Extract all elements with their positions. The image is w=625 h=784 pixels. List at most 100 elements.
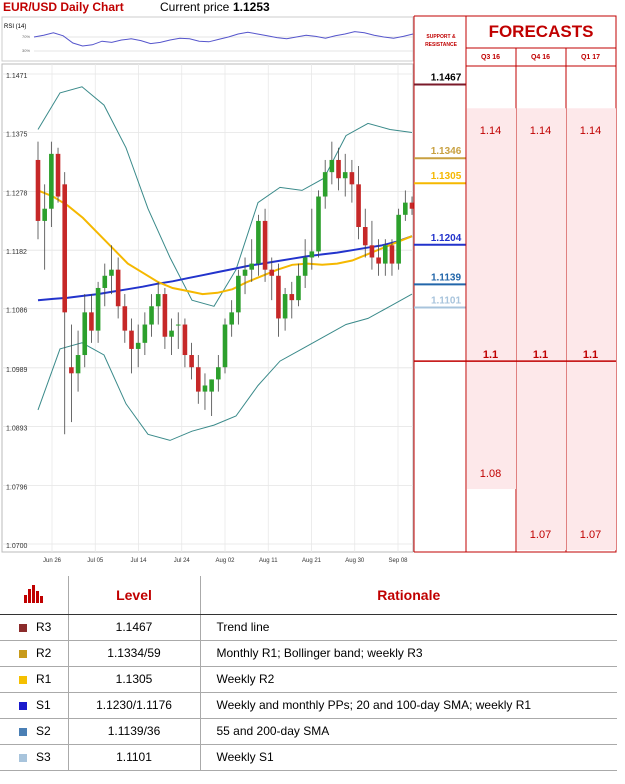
candle-body xyxy=(316,196,321,252)
candle-body xyxy=(349,172,355,185)
row-rationale: Trend line xyxy=(199,614,617,641)
candle-body xyxy=(202,385,208,392)
y-tick-label: 1.0796 xyxy=(6,484,28,491)
bollinger-lower-line xyxy=(37,293,413,441)
candle-body xyxy=(302,257,308,276)
candle-body xyxy=(396,214,401,264)
row-rationale: Monthly R1; Bollinger band; weekly R3 xyxy=(199,640,617,667)
candle-body xyxy=(89,312,94,331)
forecast-column-q4-16: Q4 16 xyxy=(530,54,551,61)
forecast-lower-q3: 1.08 xyxy=(479,468,502,480)
color-swatch xyxy=(19,623,27,632)
candle-body xyxy=(115,269,121,307)
candle-body xyxy=(122,306,128,331)
sr-level-label: 1.1139 xyxy=(431,272,461,283)
x-tick-label: Aug 02 xyxy=(215,558,235,564)
table-row: S3 1.1101 Weekly S1 xyxy=(0,744,617,771)
candle-body xyxy=(329,159,335,173)
y-tick-label: 1.0893 xyxy=(6,425,28,432)
candle-body xyxy=(276,275,281,319)
forecast-column-q3-16: Q3 16 xyxy=(480,54,501,61)
candle-body xyxy=(135,342,141,349)
x-tick-label: Aug 21 xyxy=(302,558,322,564)
forecast-middle-q4: 1.1 xyxy=(532,349,549,361)
row-level: 1.1101 xyxy=(67,744,200,771)
candle-body xyxy=(149,306,154,325)
moving-average-line xyxy=(37,189,413,296)
color-swatch xyxy=(19,753,27,762)
bar-chart-icon xyxy=(23,585,43,604)
candle-body xyxy=(256,220,261,264)
candle-body xyxy=(222,324,228,368)
rsi-panel xyxy=(1,16,414,62)
candle-body xyxy=(189,355,194,368)
candle-body xyxy=(75,355,81,374)
candle-body xyxy=(322,172,328,197)
row-name-cell: S1 xyxy=(0,692,68,719)
table-row: S1 1.1230/1.1176 Weekly and monthly PPs;… xyxy=(0,692,617,719)
sr-level-label: 1.1101 xyxy=(431,296,461,307)
row-name-cell: R1 xyxy=(0,666,68,693)
row-name: S3 xyxy=(36,750,51,764)
candle-body xyxy=(382,245,388,264)
row-rationale: 55 and 200-day SMA xyxy=(199,718,617,745)
row-level: 1.1230/1.1176 xyxy=(67,692,200,719)
candle-body xyxy=(42,208,47,221)
candle-body xyxy=(362,227,368,246)
y-tick-label: 1.1086 xyxy=(6,308,28,315)
table-row: R2 1.1334/59 Monthly R1; Bollinger band;… xyxy=(0,640,617,667)
rsi-series-line xyxy=(33,31,414,47)
support-resistance-header: SUPPORT & RESISTANCE xyxy=(425,34,457,48)
x-tick-label: Jul 24 xyxy=(174,558,191,564)
candle-body xyxy=(229,312,234,325)
row-rationale: Weekly R2 xyxy=(199,666,617,693)
forecast-upper-band xyxy=(567,108,616,362)
forecast-column-q1-17: Q1 17 xyxy=(580,54,601,61)
rsi-tick-70: 70% xyxy=(22,34,30,39)
rationale-header: Rationale xyxy=(199,576,617,615)
candle-body xyxy=(182,324,188,356)
table-row: S2 1.1139/36 55 and 200-day SMA xyxy=(0,718,617,745)
color-swatch xyxy=(19,649,27,658)
candle-body xyxy=(62,184,68,313)
candle-body xyxy=(216,367,221,380)
x-tick-label: Jul 05 xyxy=(87,558,104,564)
forecasts-title: FORECASTS xyxy=(488,22,594,41)
row-level: 1.1139/36 xyxy=(67,718,200,745)
forecast-lower-band xyxy=(467,361,516,490)
levels-table-header: Level Rationale xyxy=(0,576,617,615)
candle-body xyxy=(69,367,74,374)
color-swatch xyxy=(19,701,27,710)
candle-body xyxy=(142,324,148,343)
candle-body xyxy=(175,324,181,326)
candle-body xyxy=(82,312,88,356)
x-tick-label: Aug 11 xyxy=(259,558,278,564)
color-swatch xyxy=(19,675,27,684)
y-tick-label: 1.1375 xyxy=(6,132,28,139)
current-price-label: Current price xyxy=(160,0,230,14)
x-tick-label: Sep 08 xyxy=(388,558,408,564)
chart-area: RSI (14) 70% 30% 1.1471 1.1375 1.1278 1.1182 1.… xyxy=(1,15,617,564)
candle-body xyxy=(129,330,134,349)
table-row: R3 1.1467 Trend line xyxy=(0,614,617,641)
y-tick-label: 1.0989 xyxy=(6,367,28,374)
candle-body xyxy=(169,330,174,337)
candle-body xyxy=(282,294,288,319)
forecast-lower-band xyxy=(517,361,566,550)
row-name-cell: S3 xyxy=(0,744,68,771)
candle-body xyxy=(102,275,108,288)
candle-body xyxy=(109,269,114,276)
row-name: S2 xyxy=(36,724,51,738)
forecast-upper-band xyxy=(467,108,516,362)
forecast-upper-q3: 1.14 xyxy=(479,125,502,137)
forecast-upper-q4: 1.14 xyxy=(529,125,552,137)
chart-title: EUR/USD Daily Chart xyxy=(3,0,124,14)
sr-level-label: 1.1204 xyxy=(431,233,462,244)
candle-body xyxy=(409,202,415,209)
sr-level-label: 1.1305 xyxy=(431,171,462,182)
candle-body xyxy=(389,245,395,264)
y-tick-label: 1.1278 xyxy=(6,191,28,198)
candle-body xyxy=(49,153,54,209)
y-tick-label: 1.1182 xyxy=(6,249,27,256)
candle-body xyxy=(356,184,361,228)
